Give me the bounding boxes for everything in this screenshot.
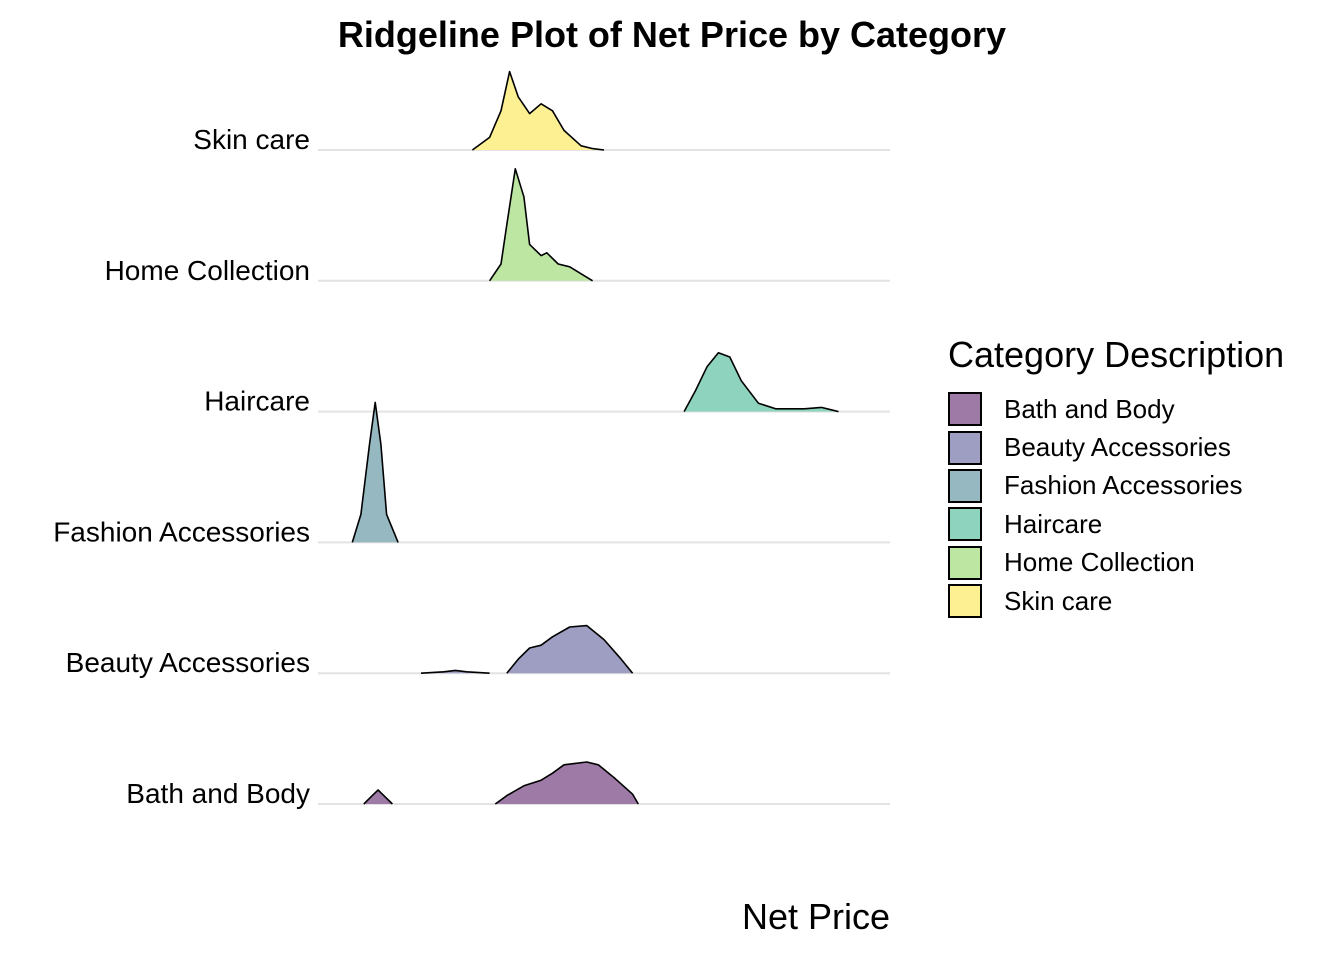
ridge-area-skin-care — [472, 71, 604, 150]
legend-label: Haircare — [1004, 508, 1103, 539]
legend-item: Bath and Body — [948, 390, 1284, 428]
ridge-outline-fashion-accessories — [351, 401, 399, 543]
legend-item: Home Collection — [948, 544, 1284, 582]
y-tick-label: Beauty Accessories — [66, 647, 310, 678]
legend-item: Beauty Accessories — [948, 428, 1284, 466]
ridge-outline-beauty-accessories-1 — [420, 669, 490, 674]
legend-item: Haircare — [948, 505, 1284, 543]
ridge-outline-home-collection — [488, 168, 594, 282]
ridge-outline-bath-and-body-1 — [363, 789, 393, 805]
y-tick-label: Haircare — [204, 386, 310, 417]
legend-key — [948, 545, 982, 580]
ridge-area-beauty-accessories-2 — [506, 625, 633, 674]
y-tick-label: Bath and Body — [126, 778, 310, 809]
legend-label: Fashion Accessories — [1004, 470, 1243, 501]
legend-key — [948, 507, 982, 542]
legend-key — [948, 468, 982, 503]
ridge-outline-bath-and-body-2 — [494, 761, 639, 805]
legend: Category Description Bath and Body Beauty… — [948, 334, 1284, 620]
legend-title: Category Description — [948, 334, 1285, 375]
x-axis-label: Net Price — [741, 896, 890, 937]
legend-key — [948, 430, 982, 465]
legend-item: Fashion Accessories — [948, 467, 1284, 505]
legend-label: Beauty Accessories — [1004, 432, 1231, 463]
ridge-area-haircare — [684, 352, 839, 412]
legend-label: Bath and Body — [1004, 393, 1175, 424]
ridge-area-home-collection — [489, 168, 593, 281]
legend-key — [948, 584, 982, 619]
y-tick-label: Skin care — [193, 124, 310, 155]
chart-title: Ridgeline Plot of Net Price by Category — [337, 14, 1007, 55]
legend-items: Bath and Body Beauty Accessories Fashion A… — [948, 390, 1284, 620]
ridge-area-bath-and-body-2 — [495, 762, 639, 804]
ridge-outline-beauty-accessories-2 — [506, 624, 634, 674]
ridge-outline-haircare — [683, 352, 839, 413]
ridge-outline-skin-care — [471, 70, 605, 151]
y-tick-label: Home Collection — [105, 255, 310, 286]
legend-label: Home Collection — [1004, 547, 1195, 578]
legend-label: Skin care — [1004, 585, 1113, 616]
legend-key — [948, 392, 982, 427]
ridge-area-bath-and-body-1 — [363, 790, 393, 804]
ridge-area-fashion-accessories — [352, 402, 399, 543]
legend-item: Skin care — [948, 582, 1284, 620]
y-tick-label: Fashion Accessories — [53, 516, 310, 547]
